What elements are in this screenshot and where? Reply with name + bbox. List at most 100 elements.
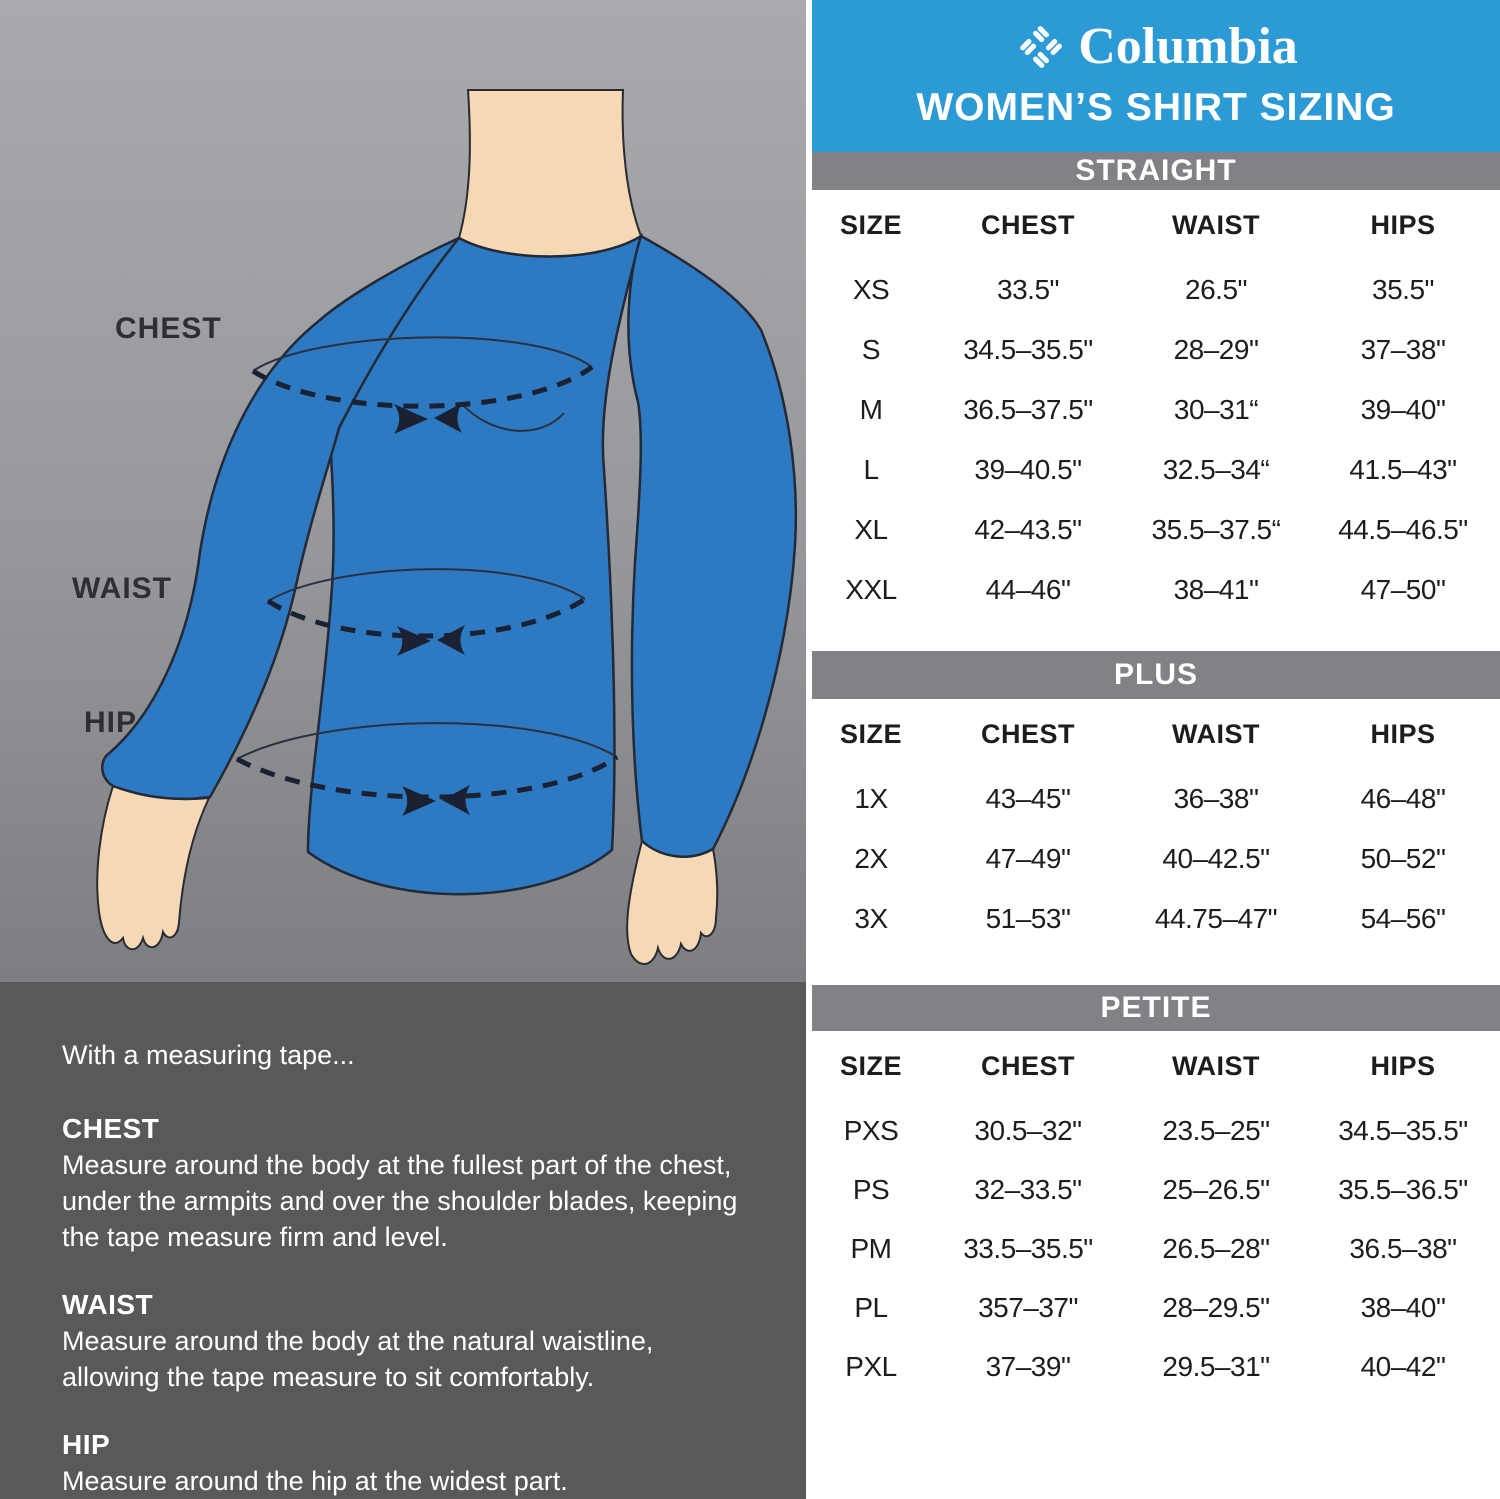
table-row: PXL 37–39" 29.5–31" 40–42" xyxy=(812,1337,1500,1396)
cell-hips: 35.5" xyxy=(1372,274,1434,305)
cell-chest: 33.5" xyxy=(997,274,1059,305)
cell-hips: 38–40" xyxy=(1360,1291,1446,1323)
cell-waist: 25–26.5" xyxy=(1162,1173,1270,1205)
figure-neck xyxy=(457,89,643,258)
cell-size: 2X xyxy=(854,843,888,874)
waist-measure-arrows xyxy=(397,625,465,656)
hip-measure-arrows xyxy=(402,785,470,816)
table-row: 2X 47–49" 40–42.5" 50–52" xyxy=(812,829,1500,889)
instruction-body: Measure around the body at the natural w… xyxy=(62,1326,654,1392)
column-header: SIZE xyxy=(839,718,902,749)
cell-chest: 47–49" xyxy=(985,843,1071,874)
cell-hips: 41.5–43" xyxy=(1349,454,1457,485)
figure-left-hand xyxy=(96,784,211,951)
table-header-row: SIZE CHEST WAIST HIPS xyxy=(812,190,1500,260)
cell-waist: 28–29" xyxy=(1173,334,1259,365)
table-body: 1X 43–45" 36–38" 46–48" 2X 47–49" 40–42.… xyxy=(812,769,1500,949)
cell-hips: 39–40" xyxy=(1360,394,1446,425)
shirt-right-sleeve xyxy=(627,234,798,858)
cell-chest: 37–39" xyxy=(985,1350,1071,1382)
table-row: M 36.5–37.5" 30–31“ 39–40" xyxy=(812,380,1500,440)
cell-hips: 47–50" xyxy=(1360,574,1446,605)
table-body: PXS 30.5–32" 23.5–25" 34.5–35.5" PS 32–3… xyxy=(812,1101,1500,1396)
instruction-heading: HIP xyxy=(62,1429,111,1460)
table-header-row: SIZE CHEST WAIST HIPS xyxy=(812,699,1500,769)
cell-size: XS xyxy=(852,274,890,305)
section-band-straight: STRAIGHT xyxy=(812,152,1500,190)
cell-chest: 33.5–35.5" xyxy=(963,1232,1093,1264)
waist-contour-line xyxy=(267,568,586,602)
chest-measure-arrows xyxy=(394,403,462,434)
cell-waist: 29.5–31" xyxy=(1162,1350,1270,1382)
table-row: XS 33.5" 26.5" 35.5" xyxy=(812,260,1500,320)
cell-hips: 40–42" xyxy=(1360,1350,1446,1382)
size-table-petite: SIZE CHEST WAIST HIPS PXS 30.5–32" 23.5–25"… xyxy=(812,1031,1500,1396)
cell-chest: 51–53" xyxy=(985,903,1071,934)
cell-hips: 35.5–36.5" xyxy=(1338,1173,1468,1205)
section-band-plus: PLUS xyxy=(812,651,1500,699)
instruction-section: HIP Measure around the hip at the widest… xyxy=(62,1429,756,1499)
page-title: WOMEN’S SHIRT SIZING xyxy=(916,86,1396,129)
column-header: WAIST xyxy=(1172,718,1260,749)
cell-hips: 44.5–46.5" xyxy=(1338,514,1468,545)
hip-contour-line xyxy=(236,722,618,760)
cell-size: PXL xyxy=(845,1350,897,1382)
cell-waist: 30–31“ xyxy=(1173,394,1259,425)
cell-waist: 35.5–37.5“ xyxy=(1151,514,1281,545)
cell-size: XL xyxy=(854,514,888,545)
cell-size: L xyxy=(863,454,879,485)
instructions-intro: With a measuring tape... xyxy=(62,1040,355,1070)
cell-waist: 44.75–47" xyxy=(1154,903,1278,934)
size-table-straight: SIZE CHEST WAIST HIPS XS 33.5" 26.5" 35.5" … xyxy=(812,190,1500,620)
column-header: CHEST xyxy=(980,718,1075,749)
cell-waist: 28–29.5" xyxy=(1162,1291,1270,1323)
cell-size: XXL xyxy=(845,574,897,605)
instruction-heading: CHEST xyxy=(62,1113,160,1144)
section-band-petite: PETITE xyxy=(812,985,1500,1031)
instruction-body: Measure around the body at the fullest p… xyxy=(62,1150,738,1252)
columbia-gem-icon xyxy=(1020,26,1063,68)
sizing-panel: Columbia WOMEN’S SHIRT SIZING STRAIGHT S… xyxy=(812,0,1500,1499)
cell-size: PM xyxy=(850,1232,893,1264)
table-row: PL 357–37" 28–29.5" 38–40" xyxy=(812,1278,1500,1337)
cell-waist: 26.5–28" xyxy=(1162,1232,1270,1264)
cell-chest: 36.5–37.5" xyxy=(963,394,1093,425)
column-header: WAIST xyxy=(1172,209,1260,240)
cell-waist: 36–38" xyxy=(1173,783,1259,814)
table-row: PXS 30.5–32" 23.5–25" 34.5–35.5" xyxy=(812,1101,1500,1160)
cell-hips: 50–52" xyxy=(1360,843,1446,874)
bust-contour-line xyxy=(461,403,565,432)
instruction-section: WAIST Measure around the body at the nat… xyxy=(62,1289,756,1395)
size-table-plus: SIZE CHEST WAIST HIPS 1X 43–45" 36–38" 46–4… xyxy=(812,699,1500,949)
table-row: 3X 51–53" 44.75–47" 54–56" xyxy=(812,889,1500,949)
cell-chest: 39–40.5" xyxy=(974,454,1082,485)
cell-size: 3X xyxy=(854,903,888,934)
cell-waist: 32.5–34“ xyxy=(1162,454,1270,485)
column-header: HIPS xyxy=(1370,718,1436,749)
cell-size: PXS xyxy=(843,1114,899,1146)
column-header: HIPS xyxy=(1370,209,1436,240)
cell-hips: 34.5–35.5" xyxy=(1338,1114,1468,1146)
measurement-figure-illustration: CHEST WAIST HIP xyxy=(0,0,806,982)
column-header: CHEST xyxy=(980,1050,1075,1081)
table-body: XS 33.5" 26.5" 35.5" S 34.5–35.5" 28–29"… xyxy=(812,260,1500,620)
cell-hips: 37–38" xyxy=(1360,334,1446,365)
cell-chest: 357–37" xyxy=(978,1291,1078,1323)
cell-chest: 30.5–32" xyxy=(974,1114,1082,1146)
cell-size: S xyxy=(861,334,881,365)
table-row: S 34.5–35.5" 28–29" 37–38" xyxy=(812,320,1500,380)
cell-chest: 32–33.5" xyxy=(974,1173,1082,1205)
chest-contour-line xyxy=(252,336,593,372)
cell-hips: 54–56" xyxy=(1360,903,1446,934)
cell-size: PL xyxy=(854,1291,888,1323)
figure-label-waist: WAIST xyxy=(72,572,172,605)
column-header: SIZE xyxy=(839,209,902,240)
column-header: WAIST xyxy=(1172,1050,1260,1081)
cell-waist: 40–42.5" xyxy=(1162,843,1270,874)
waist-measure-dashes xyxy=(266,596,587,639)
cell-hips: 46–48" xyxy=(1360,783,1446,814)
cell-chest: 44–46" xyxy=(985,574,1071,605)
measuring-instructions-panel: With a measuring tape... CHEST Measure a… xyxy=(0,982,806,1499)
chest-measure-dashes xyxy=(251,364,594,409)
cell-chest: 42–43.5" xyxy=(974,514,1082,545)
